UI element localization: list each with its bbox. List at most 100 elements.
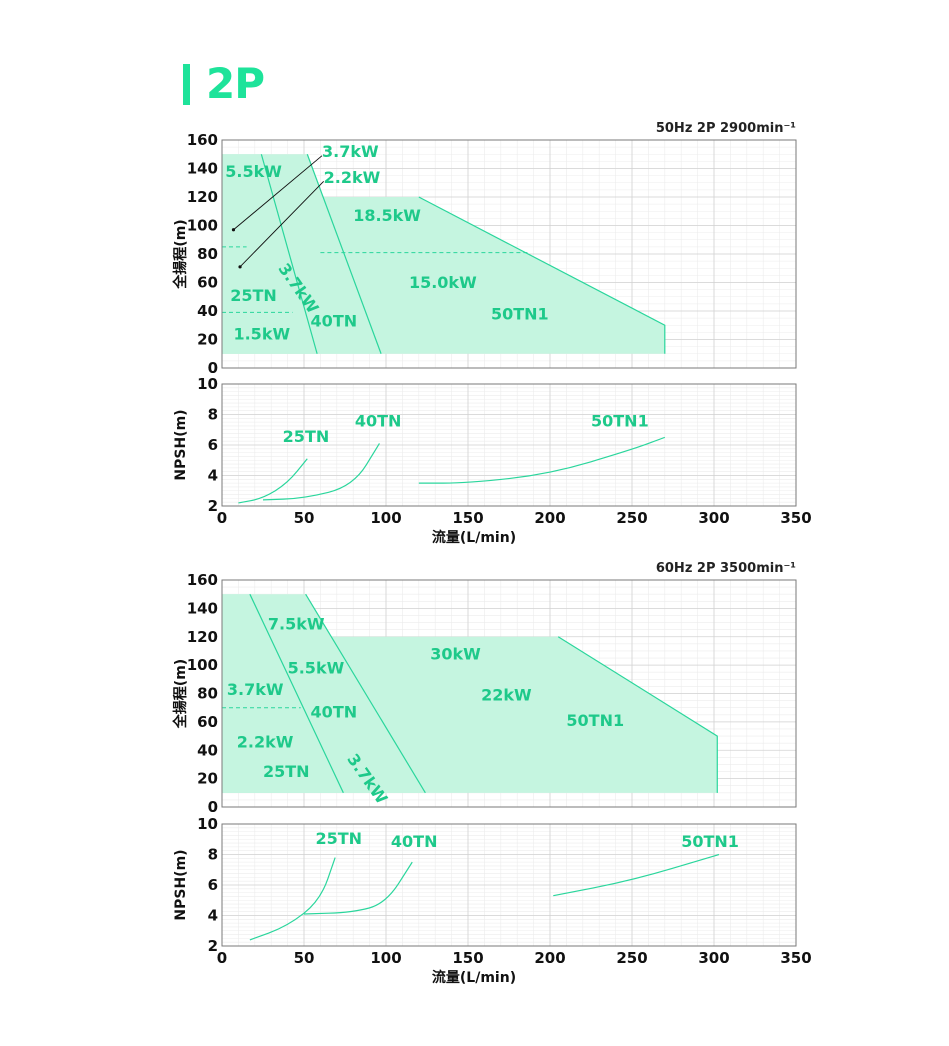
region-label: 5.5kW — [225, 162, 282, 181]
page-title: 2P — [206, 59, 265, 108]
region-label: 3.7kW — [227, 680, 284, 699]
y-tick-label: 4 — [208, 907, 218, 925]
region-label: 25TN — [230, 286, 277, 305]
x-tick-label: 0 — [217, 509, 227, 527]
y-tick-label: 20 — [197, 331, 218, 349]
y-tick-label: 4 — [208, 467, 218, 485]
y-tick-label: 6 — [208, 876, 218, 894]
y-tick-label: 100 — [187, 656, 218, 674]
region-label: 15.0kW — [409, 273, 477, 292]
x-tick-label: 350 — [780, 509, 811, 527]
y-tick-label: 2 — [208, 937, 218, 955]
y-tick-label: 140 — [187, 599, 218, 617]
x-tick-label: 100 — [370, 509, 401, 527]
y-tick-label: 140 — [187, 160, 218, 178]
y-tick-label: 0 — [208, 798, 218, 816]
x-tick-label: 300 — [698, 509, 729, 527]
x-tick-label: 50 — [294, 509, 315, 527]
y-tick-label: 20 — [197, 770, 218, 788]
region-label: 50TN1 — [491, 305, 549, 324]
region-label: 30kW — [430, 644, 481, 663]
y-tick-label: 160 — [187, 571, 218, 589]
region-label: 2.2kW — [237, 732, 294, 751]
y-tick-label: 40 — [197, 302, 218, 320]
y-tick-label: 60 — [197, 713, 218, 731]
x-tick-label: 150 — [452, 949, 483, 967]
x-tick-label: 50 — [294, 949, 315, 967]
leader-line — [239, 181, 325, 268]
region-fill-40TN — [222, 154, 382, 354]
series-label: 50TN1 — [591, 412, 649, 431]
region-label: 50TN1 — [566, 711, 624, 730]
y-tick-label: 160 — [187, 131, 218, 149]
region-boundary-25TN — [249, 593, 344, 794]
y-tick-label: 8 — [208, 846, 218, 864]
y-tick-label: 80 — [197, 685, 218, 703]
x-tick-label: 150 — [452, 509, 483, 527]
title-accent-bar — [183, 64, 190, 105]
series-label: 40TN — [391, 832, 438, 851]
leader-line — [233, 155, 323, 231]
x-tick-label: 200 — [534, 509, 565, 527]
y-axis-label: NPSH(m) — [173, 849, 189, 920]
y-tick-label: 40 — [197, 741, 218, 759]
x-tick-label: 300 — [698, 949, 729, 967]
npsh-line-40TN — [262, 443, 380, 501]
series-label: 50TN1 — [681, 832, 739, 851]
x-tick-label: 200 — [534, 949, 565, 967]
y-tick-label: 6 — [208, 436, 218, 454]
plot-frame — [221, 823, 797, 947]
plot-frame — [221, 383, 797, 507]
region-boundary-25TN — [260, 154, 318, 354]
region-label: 5.5kW — [288, 659, 345, 678]
y-tick-label: 100 — [187, 217, 218, 235]
npsh-line-50TN1 — [553, 853, 720, 897]
series-label: 25TN — [315, 829, 362, 848]
y-axis-label: 全揚程(m) — [172, 659, 189, 729]
region-label: 3.7kW — [322, 142, 379, 161]
y-tick-label: 0 — [208, 359, 218, 377]
y-tick-label: 8 — [208, 406, 218, 424]
region-label: 1.5kW — [233, 325, 290, 344]
x-axis-label: 流量(L/min) — [432, 969, 516, 986]
y-tick-label: 120 — [187, 188, 218, 206]
series-label: 40TN — [355, 412, 402, 431]
region-boundary-40TN — [305, 593, 426, 794]
y-axis-label: NPSH(m) — [173, 409, 189, 480]
region-boundary-50TN1 — [418, 196, 666, 354]
y-tick-label: 80 — [197, 245, 218, 263]
x-tick-label: 350 — [780, 949, 811, 967]
plot-frame — [221, 579, 797, 808]
y-tick-label: 120 — [187, 628, 218, 646]
series-label: 25TN — [283, 427, 330, 446]
chart-title: 50Hz 2P 2900min⁻¹ — [656, 121, 796, 136]
region-label: 7.5kW — [268, 615, 325, 634]
region-boundary-50TN1 — [557, 636, 718, 793]
y-tick-label: 10 — [197, 815, 218, 833]
region-boundary-40TN — [306, 154, 382, 354]
region-label: 25TN — [263, 762, 310, 781]
y-axis-label: 全揚程(m) — [172, 219, 189, 289]
x-tick-label: 250 — [616, 509, 647, 527]
x-tick-label: 100 — [370, 949, 401, 967]
x-axis-label: 流量(L/min) — [432, 529, 516, 546]
y-tick-label: 2 — [208, 497, 218, 515]
x-tick-label: 250 — [616, 949, 647, 967]
leader-dot — [238, 265, 242, 269]
npsh-line-40TN — [303, 861, 413, 915]
region-label: 2.2kW — [324, 168, 381, 187]
region-label: 22kW — [481, 686, 532, 705]
npsh-line-25TN — [249, 857, 336, 941]
region-label: 40TN — [311, 703, 358, 722]
leader-dot — [231, 228, 236, 232]
npsh-line-25TN — [238, 458, 308, 504]
region-label: 40TN — [311, 312, 358, 331]
chart-title: 60Hz 2P 3500min⁻¹ — [656, 561, 796, 576]
region-label: 18.5kW — [353, 206, 421, 225]
x-tick-label: 0 — [217, 949, 227, 967]
npsh-line-50TN1 — [418, 436, 666, 484]
